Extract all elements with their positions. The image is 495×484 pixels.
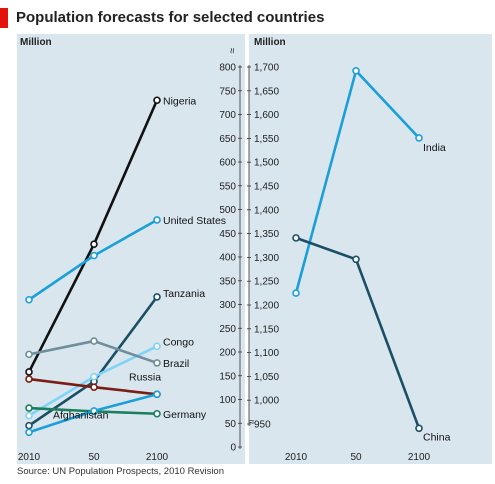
data-point-brazil [90, 337, 98, 345]
right-ytick-label: 1,650 [254, 86, 279, 97]
left-xtick-label: 50 [88, 452, 100, 463]
data-point-brazil [25, 350, 33, 359]
right-ytick-label: 1,400 [254, 205, 279, 216]
left-ytick-label: 800 [219, 63, 236, 74]
chart-marks: 0 50 100 150 200 250 300 350 400 450 500 550 600 650 7… [18, 63, 451, 464]
right-ytick-label: 1,450 [254, 182, 279, 193]
data-point-congo [153, 342, 161, 351]
right-ytick-label: 1,350 [254, 229, 279, 240]
left-ytick-label: 600 [219, 158, 236, 169]
left-ytick-label: 100 [219, 395, 236, 406]
right-ytick-label: 1,300 [254, 253, 279, 264]
right-axis-break: ≈ [249, 417, 255, 428]
data-point-germany [153, 409, 161, 418]
right-xtick-label: 50 [350, 452, 362, 463]
right-ytick-label: 1,100 [254, 348, 279, 359]
series-label-brazil: Brazil [163, 358, 189, 370]
left-ytick-label: 150 [219, 371, 236, 382]
series-label-nigeria: Nigeria [163, 95, 196, 107]
data-point-russia [25, 375, 33, 383]
data-point-germany [25, 404, 33, 412]
right-unit-label: Million [254, 37, 286, 48]
series-label-germany: Germany [163, 409, 207, 421]
right-ytick-label: 1,500 [254, 158, 279, 169]
right-ytick-label: 1,250 [254, 277, 279, 288]
left-ytick-label: 200 [219, 348, 236, 359]
data-point-congo [25, 411, 33, 420]
right-panel-background [249, 34, 492, 464]
right-ytick-label: 1,050 [254, 372, 279, 383]
left-ytick-label: 350 [219, 276, 236, 287]
right-xtick-label: 2010 [285, 452, 308, 463]
left-ytick-label: 500 [219, 205, 236, 216]
left-ytick-label: 650 [219, 134, 236, 145]
right-ytick-label: 1,000 [254, 396, 279, 407]
right-ytick-label: 1,700 [254, 63, 279, 74]
data-point-russia [90, 383, 98, 391]
data-point-china [292, 234, 300, 242]
left-ytick-label: 450 [219, 229, 236, 240]
data-point-afghanistan [90, 407, 98, 415]
series-label-congo: Congo [163, 336, 194, 348]
data-point-nigeria [90, 240, 98, 248]
left-ytick-label: 700 [219, 110, 236, 121]
left-ytick-label: 750 [219, 86, 236, 97]
left-panel-background [17, 34, 245, 464]
right-ytick-label: 1,200 [254, 301, 279, 312]
right-ytick-label: 950 [254, 420, 271, 431]
right-ytick-label: 1,600 [254, 110, 279, 121]
data-point-afghanistan [25, 428, 33, 437]
data-point-china [352, 255, 360, 264]
series-label-tanzania: Tanzania [163, 288, 205, 300]
right-ytick-label: 1,550 [254, 134, 279, 145]
left-unit-label: Million [20, 37, 52, 48]
data-point-afghanistan [153, 390, 161, 399]
data-point-china [415, 424, 423, 433]
left-xtick-label: 2100 [146, 452, 169, 463]
accent-bar [0, 8, 8, 28]
data-point-congo [90, 372, 98, 381]
left-xtick-label: 2010 [18, 452, 41, 463]
series-label-afghanistan: Afghanistan [53, 409, 109, 421]
source-note: Source: UN Population Prospects, 2010 Re… [17, 466, 225, 477]
right-ytick-label: 1,150 [254, 324, 279, 335]
series-label-russia: Russia [129, 371, 161, 383]
left-axis-break: ≈ [226, 48, 237, 54]
series-label-china: China [423, 431, 451, 443]
data-point-united-states [25, 295, 33, 304]
data-point-tanzania [153, 293, 161, 301]
chart-title: Population forecasts for selected countr… [16, 9, 325, 26]
data-point-india [415, 134, 423, 142]
data-point-india [352, 67, 360, 75]
left-ytick-label: 250 [219, 324, 236, 335]
data-point-nigeria [25, 368, 33, 376]
left-ytick-label: 400 [219, 253, 236, 264]
left-ytick-label: 550 [219, 181, 236, 192]
series-label-india: India [423, 142, 446, 154]
right-xtick-label: 2100 [408, 452, 431, 463]
data-point-nigeria [153, 96, 161, 105]
data-point-brazil [153, 359, 161, 367]
data-point-united-states [90, 251, 98, 260]
left-ytick-label: 300 [219, 300, 236, 311]
data-point-india [292, 289, 300, 297]
data-point-united-states [153, 216, 161, 224]
series-label-united-states: United States [163, 215, 226, 227]
data-point-tanzania [25, 421, 33, 430]
left-ytick-label: 50 [225, 419, 237, 430]
left-ytick-label: 0 [230, 443, 236, 454]
